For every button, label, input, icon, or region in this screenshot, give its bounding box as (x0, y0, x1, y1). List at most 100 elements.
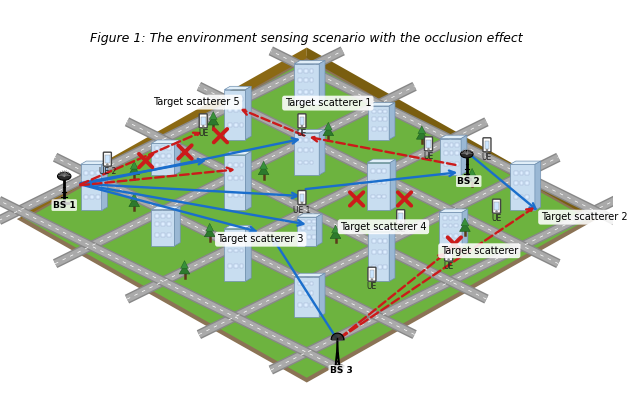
Polygon shape (461, 135, 467, 175)
Bar (161, 222, 165, 226)
Circle shape (371, 279, 372, 280)
Bar (443, 224, 447, 227)
Polygon shape (152, 143, 175, 175)
Bar (228, 265, 232, 268)
Bar (239, 249, 243, 252)
Bar (449, 224, 452, 227)
Bar (383, 117, 387, 121)
Bar (449, 143, 453, 147)
Text: UE: UE (367, 282, 377, 291)
Bar (90, 171, 94, 175)
Bar (525, 195, 529, 199)
Polygon shape (440, 139, 461, 175)
Bar (234, 249, 237, 252)
Bar (383, 127, 387, 131)
Text: UE: UE (396, 225, 406, 234)
Polygon shape (324, 122, 332, 130)
Bar (378, 117, 381, 121)
Polygon shape (224, 152, 251, 155)
Bar (167, 147, 171, 150)
Polygon shape (319, 273, 325, 317)
Text: UE 1: UE 1 (293, 206, 310, 215)
Bar (426, 140, 431, 148)
Bar (167, 154, 171, 158)
Bar (383, 195, 387, 198)
Bar (383, 265, 387, 269)
Bar (520, 195, 524, 199)
Bar (372, 110, 376, 113)
Polygon shape (510, 161, 541, 164)
Text: Target scatterer 4: Target scatterer 4 (340, 222, 427, 232)
Polygon shape (81, 161, 108, 164)
Polygon shape (294, 273, 325, 276)
Bar (84, 181, 88, 185)
Bar (377, 195, 381, 198)
Bar (455, 162, 459, 166)
Bar (310, 69, 314, 72)
Bar (167, 214, 171, 217)
Text: BS 3: BS 3 (330, 366, 353, 375)
Bar (378, 110, 381, 113)
Bar (298, 78, 302, 82)
Bar (239, 163, 243, 167)
Text: UE: UE (492, 214, 502, 223)
Bar (228, 176, 232, 180)
Circle shape (400, 221, 401, 223)
Bar (378, 265, 381, 269)
Bar (383, 169, 387, 173)
Bar (234, 176, 237, 180)
Polygon shape (152, 206, 180, 209)
Bar (96, 195, 100, 199)
Bar (228, 236, 232, 240)
Bar (372, 117, 376, 121)
Circle shape (448, 259, 449, 260)
Bar (239, 265, 243, 268)
Polygon shape (294, 133, 319, 175)
Bar (304, 282, 308, 286)
Polygon shape (259, 166, 269, 175)
Circle shape (301, 126, 303, 127)
FancyBboxPatch shape (493, 199, 500, 213)
Polygon shape (330, 229, 341, 238)
Bar (310, 291, 314, 295)
Bar (301, 226, 305, 230)
Polygon shape (204, 228, 215, 237)
Polygon shape (21, 48, 307, 219)
Bar (298, 69, 302, 72)
Bar (300, 117, 304, 125)
Bar (310, 90, 314, 94)
Polygon shape (209, 112, 217, 120)
Polygon shape (323, 127, 333, 136)
Polygon shape (208, 116, 219, 125)
Bar (161, 154, 165, 158)
FancyBboxPatch shape (483, 138, 491, 152)
Circle shape (301, 202, 303, 204)
Bar (383, 239, 387, 242)
Bar (156, 154, 159, 158)
Polygon shape (439, 212, 462, 246)
Polygon shape (245, 152, 251, 210)
Circle shape (428, 148, 429, 150)
Text: UE: UE (198, 129, 209, 138)
FancyBboxPatch shape (424, 137, 433, 151)
Bar (167, 163, 171, 167)
Circle shape (496, 211, 497, 212)
Bar (525, 181, 529, 185)
Bar (312, 226, 316, 230)
Polygon shape (307, 48, 593, 219)
Bar (449, 234, 452, 238)
Bar (298, 291, 302, 295)
Bar (234, 236, 237, 240)
Bar (525, 171, 529, 175)
Polygon shape (294, 64, 319, 104)
Bar (239, 193, 243, 196)
Polygon shape (390, 159, 396, 210)
Polygon shape (152, 140, 180, 143)
Bar (156, 214, 159, 217)
Polygon shape (294, 129, 325, 133)
FancyBboxPatch shape (298, 190, 306, 204)
Text: BS 1: BS 1 (53, 201, 76, 209)
Bar (298, 303, 302, 307)
Polygon shape (179, 265, 190, 274)
FancyBboxPatch shape (298, 114, 306, 128)
